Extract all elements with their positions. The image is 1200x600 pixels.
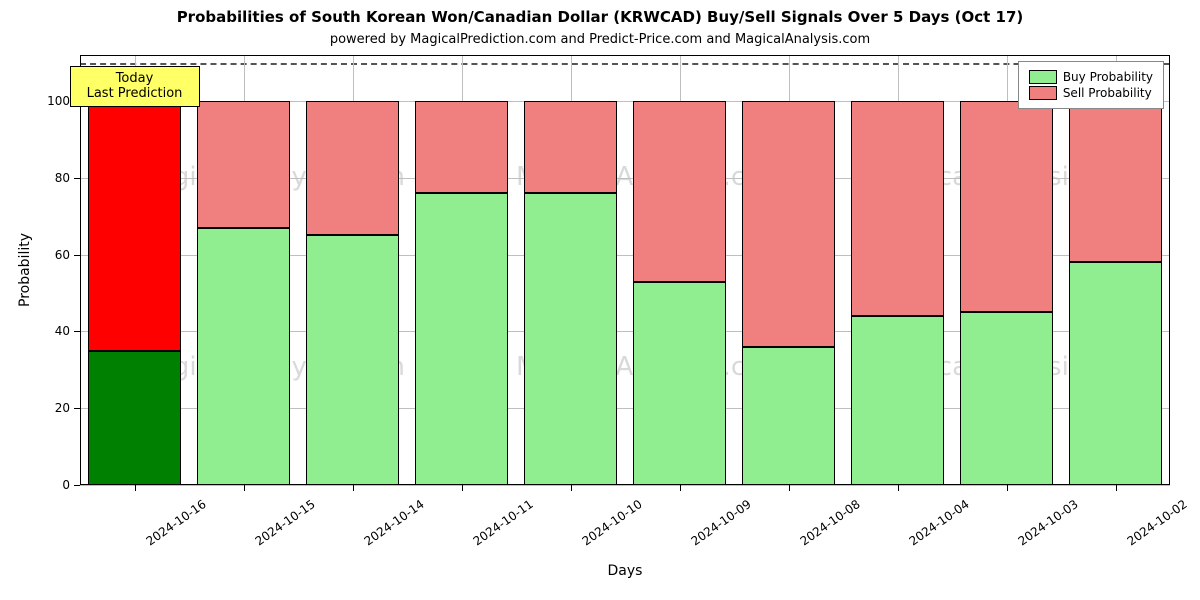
bar-buy (851, 316, 944, 485)
axis-spine (1169, 55, 1170, 485)
xtick-mark (244, 485, 245, 491)
legend-label: Buy Probability (1063, 70, 1153, 84)
xtick-label: 2024-10-15 (252, 497, 317, 548)
ytick-label: 80 (40, 171, 70, 185)
xtick-label: 2024-10-02 (1124, 497, 1189, 548)
xtick-label: 2024-10-08 (797, 497, 862, 548)
legend-item: Sell Probability (1029, 86, 1153, 100)
xtick-label: 2024-10-04 (906, 497, 971, 548)
ytick-label: 40 (40, 324, 70, 338)
legend-swatch (1029, 86, 1057, 100)
bar-buy (197, 228, 290, 485)
bar-sell (415, 101, 508, 193)
xtick-mark (353, 485, 354, 491)
xtick-mark (1007, 485, 1008, 491)
today-annotation: TodayLast Prediction (70, 66, 200, 107)
x-axis-label: Days (608, 563, 643, 579)
bar-buy (1069, 262, 1162, 485)
plot-area: MagicalAnalysis.comMagicalAnalysis.comMa… (80, 55, 1170, 485)
bar-buy (88, 351, 181, 485)
bar-buy (415, 193, 508, 485)
ytick-label: 0 (40, 478, 70, 492)
xtick-label: 2024-10-03 (1015, 497, 1080, 548)
bar-sell (633, 101, 726, 281)
xtick-mark (462, 485, 463, 491)
bar-buy (524, 193, 617, 485)
legend-item: Buy Probability (1029, 70, 1153, 84)
xtick-label: 2024-10-10 (579, 497, 644, 548)
annotation-line2: Last Prediction (81, 86, 189, 102)
bar-buy (306, 235, 399, 485)
chart-container: Probabilities of South Korean Won/Canadi… (0, 0, 1200, 600)
bar-sell (851, 101, 944, 316)
annotation-line1: Today (81, 71, 189, 87)
bar-sell (742, 101, 835, 347)
bar-sell (197, 101, 290, 228)
xtick-mark (680, 485, 681, 491)
ytick-mark (74, 485, 80, 486)
bar-sell (524, 101, 617, 193)
xtick-mark (898, 485, 899, 491)
xtick-label: 2024-10-09 (688, 497, 753, 548)
xtick-mark (571, 485, 572, 491)
xtick-mark (135, 485, 136, 491)
bar-sell (960, 101, 1053, 312)
bar-sell (1069, 101, 1162, 262)
y-axis-label: Probability (17, 233, 33, 307)
legend-label: Sell Probability (1063, 86, 1152, 100)
ytick-label: 20 (40, 401, 70, 415)
legend-swatch (1029, 70, 1057, 84)
axis-spine (80, 484, 1170, 485)
chart-title: Probabilities of South Korean Won/Canadi… (0, 8, 1200, 26)
legend: Buy Probability Sell Probability (1018, 61, 1164, 109)
xtick-label: 2024-10-16 (143, 497, 208, 548)
bar-buy (960, 312, 1053, 485)
axis-spine (80, 55, 1170, 56)
bar-buy (742, 347, 835, 485)
ytick-label: 100 (40, 94, 70, 108)
axis-spine (80, 55, 81, 485)
chart-subtitle: powered by MagicalPrediction.com and Pre… (0, 32, 1200, 47)
xtick-mark (789, 485, 790, 491)
ytick-label: 60 (40, 248, 70, 262)
bar-sell (306, 101, 399, 235)
xtick-mark (1116, 485, 1117, 491)
bar-sell (88, 101, 181, 351)
bar-buy (633, 282, 726, 485)
xtick-label: 2024-10-11 (470, 497, 535, 548)
xtick-label: 2024-10-14 (361, 497, 426, 548)
